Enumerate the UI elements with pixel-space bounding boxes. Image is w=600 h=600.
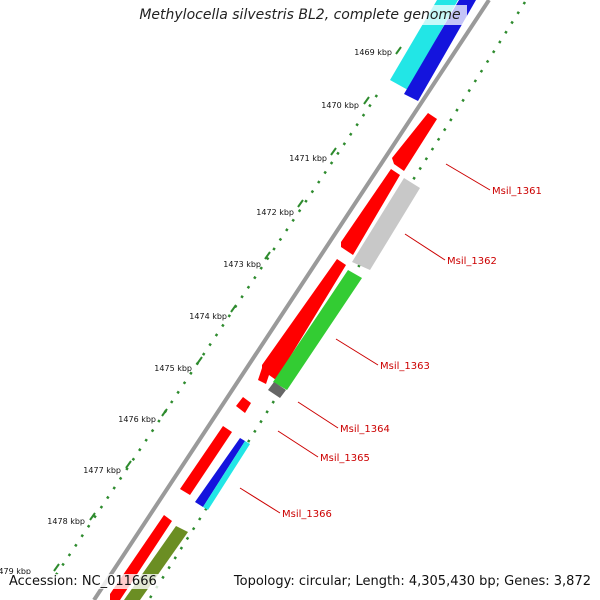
tick-label: 1478 kbp <box>47 517 85 526</box>
cds-arrow <box>180 426 232 495</box>
tick-mark <box>161 408 168 417</box>
cds-arrow-blue <box>195 438 245 507</box>
tick-mark <box>196 356 203 365</box>
tick-label: 1470 kbp <box>321 101 359 110</box>
label-leader <box>445 163 491 191</box>
gene-label: Msil_1364 <box>340 424 390 435</box>
cds-arrow-blue <box>404 0 476 101</box>
tick-label: 1476 kbp <box>118 415 156 424</box>
tick-label: 1479 kbp <box>0 567 31 576</box>
gene-label: Msil_1366 <box>282 509 332 520</box>
cds-arrow <box>392 113 437 171</box>
cds-arrow <box>236 397 251 413</box>
cds-arrow-cyan <box>203 441 250 510</box>
label-leader <box>404 233 446 261</box>
outer-dotted-ring <box>54 94 379 576</box>
tick-marks <box>53 46 402 572</box>
label-leader <box>297 401 339 429</box>
tick-mark <box>53 563 60 572</box>
tick-label: 1472 kbp <box>256 208 294 217</box>
cds-arrow <box>262 259 346 380</box>
tick-mark <box>363 96 370 105</box>
accession-text: Accession: NC_011666 <box>6 574 160 589</box>
cds-arrow <box>258 368 270 384</box>
gene-label-leaders <box>239 163 491 514</box>
forward-cds-track <box>110 113 437 600</box>
tick-mark <box>89 512 96 521</box>
tick-mark <box>395 46 402 55</box>
map-footer: Accession: NC_011666 Topology: circular;… <box>0 568 600 600</box>
tick-label: 1473 kbp <box>223 260 261 269</box>
gene-label: Msil_1361 <box>492 186 542 197</box>
cds-arrow <box>341 169 400 255</box>
genome-backbone <box>92 0 491 600</box>
tick-mark <box>230 304 237 313</box>
label-leader <box>335 338 379 366</box>
gene-label: Msil_1363 <box>380 361 430 372</box>
tick-mark <box>125 460 132 469</box>
tick-label: 1471 kbp <box>289 154 327 163</box>
tick-mark <box>264 251 271 260</box>
topology-text: Topology: circular; Length: 4,305,430 bp… <box>230 574 594 589</box>
gene-label: Msil_1362 <box>447 256 497 267</box>
tick-label: 1469 kbp <box>354 48 392 57</box>
tick-label: 1474 kbp <box>189 312 227 321</box>
tick-mark <box>297 199 304 208</box>
tick-label: 1477 kbp <box>83 466 121 475</box>
tick-label: 1475 kbp <box>154 364 192 373</box>
gene-label: Msil_1365 <box>320 453 370 464</box>
tick-mark <box>330 147 337 156</box>
cds-arrow-green <box>273 270 362 390</box>
label-leader <box>277 430 319 458</box>
cds-arrow-darkgray <box>268 382 286 398</box>
label-leader <box>239 487 281 514</box>
cds-arrow-gray <box>352 178 420 270</box>
